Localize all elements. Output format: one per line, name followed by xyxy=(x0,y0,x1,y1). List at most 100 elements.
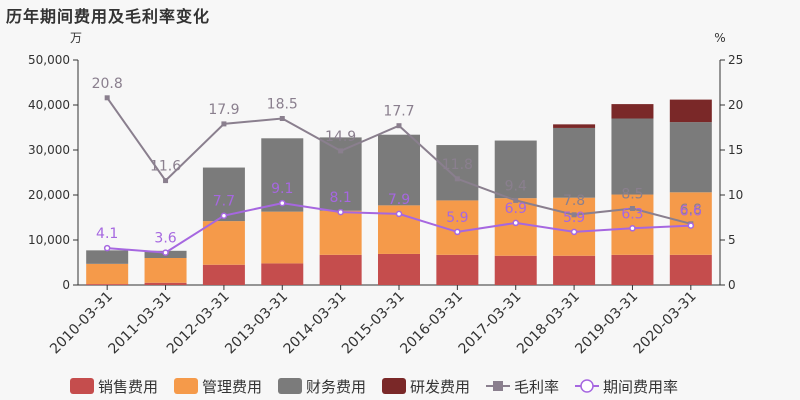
data-label: 5.9 xyxy=(446,210,468,226)
bar-segment xyxy=(319,254,362,285)
y-right-tick-label: 5 xyxy=(728,233,736,247)
y-right-tick-label: 10 xyxy=(728,188,743,202)
y-left-unit: 万 xyxy=(70,31,82,45)
legend-marker xyxy=(580,379,594,393)
data-label: 8.5 xyxy=(621,187,643,203)
data-label: 3.6 xyxy=(154,231,176,247)
line-point xyxy=(163,178,169,184)
line-point xyxy=(571,212,577,218)
bar-segment xyxy=(436,145,479,201)
legend-swatch xyxy=(278,378,302,394)
bar-segment xyxy=(202,221,245,265)
data-label: 11.8 xyxy=(442,157,473,173)
legend-label: 毛利率 xyxy=(514,378,559,396)
bar-segment xyxy=(553,124,596,128)
bar-segment xyxy=(261,263,304,285)
bar-segment xyxy=(144,282,187,285)
y-left-tick-label: 50,000 xyxy=(28,53,70,67)
bar-segment xyxy=(261,138,304,212)
bar-segment xyxy=(553,197,596,256)
bar-segment xyxy=(669,254,712,285)
line-point xyxy=(687,222,695,229)
bar-segment xyxy=(378,253,420,285)
line-point xyxy=(338,148,344,154)
y-right-tick-label: 25 xyxy=(728,53,743,67)
page-title: 历年期间费用及毛利率变化 xyxy=(6,7,211,26)
data-label: 8.1 xyxy=(330,190,352,206)
line-point xyxy=(513,197,519,203)
data-label: 17.9 xyxy=(208,102,239,118)
bar-segment xyxy=(202,264,245,285)
line-point xyxy=(221,121,227,127)
line-point xyxy=(629,206,635,211)
legend-label: 期间费用率 xyxy=(603,378,678,396)
line-point xyxy=(570,228,578,236)
data-label: 14.9 xyxy=(325,129,356,145)
bar-segment xyxy=(669,99,712,123)
data-label: 6.6 xyxy=(680,204,702,220)
data-label: 18.5 xyxy=(267,97,298,113)
data-label: 20.8 xyxy=(92,76,123,92)
line-point xyxy=(279,199,286,207)
bar-segment xyxy=(494,255,537,285)
chart-data-labels: 20.8 11.6 17.9 18.5 14.9 17.7 11.8 9.4 7.8 8.5 6.8… xyxy=(92,76,702,247)
data-label: 17.7 xyxy=(383,104,414,120)
legend-label: 研发费用 xyxy=(410,378,470,396)
bar-segment xyxy=(378,134,420,206)
bar-segment xyxy=(611,104,654,119)
chart-bars xyxy=(86,99,712,285)
data-label: 6.9 xyxy=(505,201,527,217)
line-point xyxy=(104,95,110,101)
bar-segment xyxy=(611,194,654,255)
y-right-tick-label: 20 xyxy=(728,98,743,112)
data-label: 9.1 xyxy=(271,181,293,197)
line-point xyxy=(103,244,111,252)
chart-legend: 销售费用 管理费用 财务费用 研发费用 毛利率 期间费用率 xyxy=(70,378,678,396)
legend-label: 财务费用 xyxy=(306,378,366,396)
data-label: 5.9 xyxy=(563,210,585,226)
line-point xyxy=(337,208,344,216)
legend-label: 管理费用 xyxy=(202,378,262,396)
bar-segment xyxy=(86,250,129,264)
legend-swatch xyxy=(70,378,94,394)
y-right-tick-label: 0 xyxy=(728,278,736,292)
line-point xyxy=(162,249,169,256)
bar-segment xyxy=(553,255,596,285)
data-label: 6.8 xyxy=(680,202,702,218)
y-left-tick-label: 0 xyxy=(62,278,70,292)
line-point xyxy=(454,228,461,236)
bar-segment xyxy=(553,127,596,198)
y-left-tick-label: 20,000 xyxy=(28,188,70,202)
line-point xyxy=(454,176,460,182)
line-point xyxy=(396,123,402,129)
bar-segment xyxy=(611,118,654,195)
bar-segment xyxy=(319,210,362,255)
line-point xyxy=(629,225,636,232)
legend-swatch xyxy=(382,378,406,394)
y-right-unit: % xyxy=(714,31,725,45)
bar-segment xyxy=(611,254,654,285)
y-left-tick-label: 40,000 xyxy=(28,98,70,112)
bar-segment xyxy=(494,140,537,199)
y-left-tick-label: 30,000 xyxy=(28,143,70,157)
data-label: 6.3 xyxy=(621,206,643,222)
bar-segment xyxy=(669,122,712,193)
data-label: 7.9 xyxy=(388,192,410,208)
bar-segment xyxy=(261,211,304,264)
data-label: 4.1 xyxy=(96,226,118,242)
line-point xyxy=(279,116,285,121)
bar-segment xyxy=(86,263,129,285)
bar-segment xyxy=(86,284,129,285)
line-point xyxy=(512,219,519,227)
chart-lines xyxy=(103,95,695,256)
x-tick-label: 2020-03-31 xyxy=(631,289,700,358)
data-label: 7.7 xyxy=(213,194,235,210)
line-point xyxy=(395,210,403,218)
line-point xyxy=(220,212,228,219)
bar-segment xyxy=(494,198,537,256)
y-right-tick-label: 15 xyxy=(728,143,743,157)
data-label: 7.8 xyxy=(563,193,585,209)
data-label: 9.4 xyxy=(505,178,527,194)
data-label: 11.6 xyxy=(150,159,181,175)
